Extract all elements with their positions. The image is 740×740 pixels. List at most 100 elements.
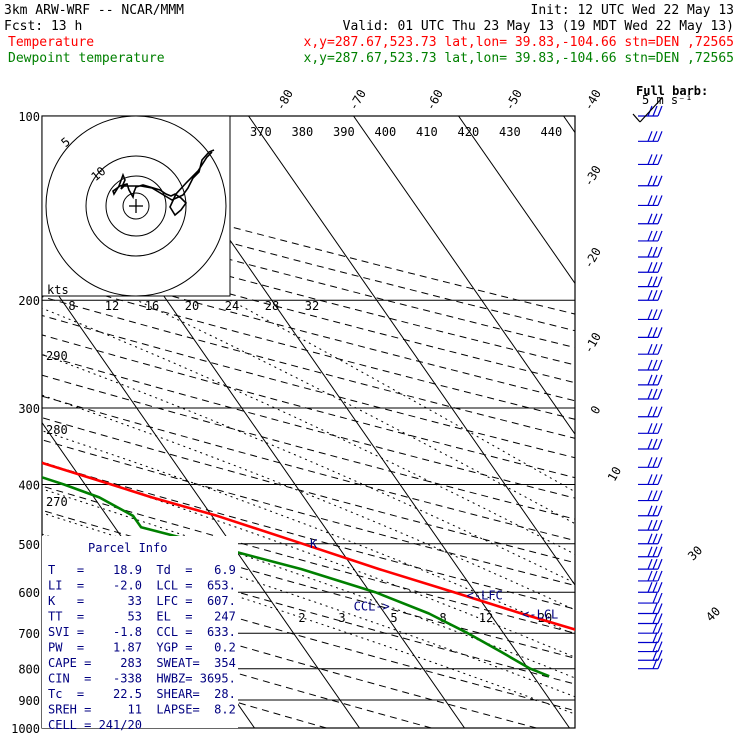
wind-barb <box>638 359 663 371</box>
moist-adiabat-line <box>42 533 575 715</box>
isotherm-label: 40 <box>703 604 723 624</box>
isotherm-label: -40 <box>581 87 604 113</box>
theta-label: 280 <box>46 423 68 437</box>
isotherm-line <box>458 116 575 285</box>
wind-barb <box>638 558 663 570</box>
moist-adiabat-line <box>230 299 575 493</box>
parcel-info-row: K = 33 LFC = 607. <box>48 594 236 608</box>
dry-adiabat-line <box>42 509 575 659</box>
wind-barb <box>638 406 663 418</box>
wind-barb <box>638 374 663 386</box>
mixing-ratio-label: 5 <box>390 611 397 625</box>
parcel-info-row: CELL = 241/20 <box>48 718 142 732</box>
parcel-info-row: TT = 53 EL = 247 <box>48 610 236 624</box>
wind-barb <box>638 276 663 288</box>
speed-tick-label: 28 <box>265 299 279 313</box>
wind-barb <box>638 641 663 653</box>
hodograph: 5 10 <box>41 115 231 297</box>
wind-barb <box>638 213 663 225</box>
hodograph-ring <box>45 115 227 297</box>
isotherm-label: -60 <box>423 87 446 113</box>
pressure-tick-label: 1000 <box>11 722 40 736</box>
pressure-tick-label: 500 <box>18 538 40 552</box>
dewpoint-legend: Dewpoint temperature <box>8 51 165 66</box>
isotherm-label: -30 <box>581 163 604 189</box>
wind-barb <box>638 327 663 338</box>
wind-barb <box>638 246 663 258</box>
isotherm-label: 10 <box>605 464 624 484</box>
dry-adiabat-line <box>42 485 575 634</box>
parcel-info-title: Parcel Info <box>88 541 167 555</box>
wind-barb <box>638 658 663 670</box>
temperature-info: x,y=287.67,523.73 lat,lon= 39.83,-104.66… <box>304 35 734 50</box>
parcel-info-row: T = 18.9 Td = 6.9 <box>48 563 236 577</box>
theta-e-label: 390 <box>333 125 355 139</box>
wind-barb <box>638 195 663 207</box>
isotherm-label: 0 <box>588 403 604 416</box>
hodograph-ring <box>85 155 187 257</box>
parcel-annotation: K <box>310 537 318 551</box>
pressure-tick-label: 200 <box>18 294 40 308</box>
parcel-annotation: <-LCL <box>522 608 558 622</box>
pressure-tick-label: 300 <box>18 402 40 416</box>
wind-barbs <box>638 105 663 670</box>
speed-tick-label: 12 <box>105 299 119 313</box>
parcel-info-box: Parcel Info T = 18.9 Td = 6.9 LI = -2.0 L… <box>42 536 238 732</box>
theta-label: 270 <box>46 495 68 509</box>
wind-barb <box>638 603 663 615</box>
mixing-ratio-label: 12 <box>479 611 493 625</box>
isotherm-line <box>248 116 575 586</box>
wind-barb <box>638 423 663 434</box>
moist-adiabat-line <box>42 394 575 611</box>
wind-barb <box>638 546 663 558</box>
theta-label: 290 <box>46 349 68 363</box>
speed-tick-label: 32 <box>305 299 319 313</box>
wind-barb <box>638 474 663 486</box>
valid-time: Valid: 01 UTC Thu 23 May 13 (19 MDT Wed … <box>343 19 734 34</box>
isotherm-line <box>669 116 740 728</box>
hodograph-trace <box>112 149 215 217</box>
moist-adiabat-line <box>42 353 575 584</box>
wind-barb <box>638 650 663 661</box>
wind-barb <box>638 592 663 604</box>
forecast-hour: Fcst: 13 h <box>4 19 82 34</box>
wind-barb <box>638 262 663 273</box>
wind-barb <box>638 632 663 644</box>
parcel-info-row: CAPE = 283 SWEAT= 354 <box>48 656 236 670</box>
wind-barb <box>638 505 663 517</box>
wind-barb <box>638 309 663 321</box>
full-barb-units: 5 m s⁻¹ <box>642 93 693 107</box>
wind-barb <box>638 519 663 531</box>
dewpoint-info: x,y=287.67,523.73 lat,lon= 39.83,-104.66… <box>304 51 734 66</box>
wind-barb <box>638 230 663 242</box>
parcel-info-row: Tc = 22.5 SHEAR= 28. <box>48 687 236 701</box>
temperature-legend: Temperature <box>8 35 94 50</box>
wind-barb <box>638 290 663 301</box>
dry-adiabat-line <box>42 439 575 587</box>
theta-e-label: 380 <box>292 125 314 139</box>
wind-barb <box>638 438 663 450</box>
init-time: Init: 12 UTC Wed 22 May 13 <box>531 3 735 18</box>
hodograph-ring <box>105 175 167 237</box>
wind-barb <box>638 154 663 166</box>
isotherm-label: -50 <box>502 87 525 113</box>
wind-barb <box>638 388 663 400</box>
dry-adiabat-line <box>42 296 575 439</box>
hodograph-ring <box>122 192 150 220</box>
isotherm-label: -20 <box>581 245 604 271</box>
wind-barb <box>638 131 663 142</box>
wind-barb <box>638 582 663 593</box>
wind-barb <box>638 613 663 625</box>
wind-barb <box>638 343 663 355</box>
mixing-ratio-label: 3 <box>338 611 345 625</box>
pressure-tick-label: 600 <box>18 586 40 600</box>
dry-adiabat-line <box>42 277 575 420</box>
wind-barb <box>638 570 663 582</box>
parcel-info-row: PW = 1.87 YGP = 0.2 <box>48 641 236 655</box>
isotherm-label: -80 <box>273 87 296 113</box>
speed-tick-label: 24 <box>225 299 239 313</box>
wind-barb <box>638 533 663 545</box>
speed-tick-label: 16 <box>145 299 159 313</box>
dewpoint-line <box>42 475 550 678</box>
